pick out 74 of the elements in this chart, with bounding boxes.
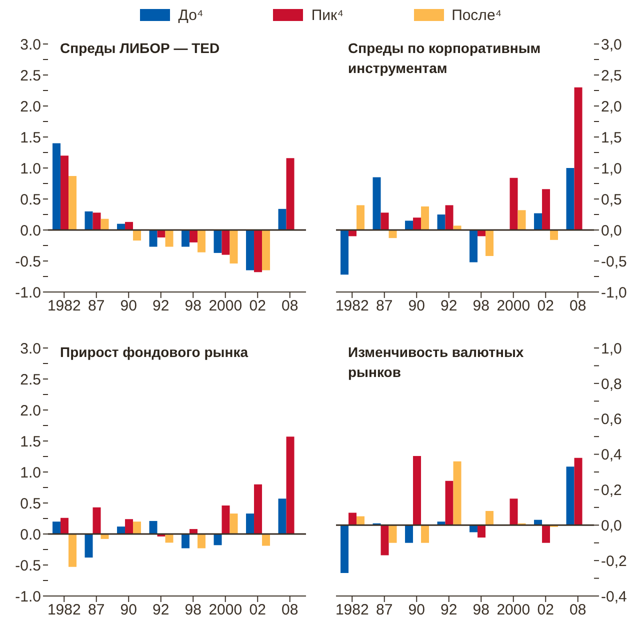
y2-tick-label: 0,8 [601,376,622,393]
y2-tick-label: 0,0 [601,222,622,240]
y-tick-label: -0.5 [15,253,41,270]
y2-tick-label: -0,5 [601,253,627,270]
y2-tick-label: 0,0 [601,517,622,534]
chart-title: Спреды по корпоративным инструментам [348,39,542,78]
x-tick-label: 08 [570,298,586,315]
y2-tick-label: -0,4 [601,588,627,606]
x-tick-label: 90 [408,602,425,617]
x-tick-label: 98 [184,602,202,617]
y-tick-label: -1.0 [15,588,41,606]
legend-label: Пик⁴ [311,6,344,24]
x-tick-label: 98 [184,298,202,315]
y-tick-label: 2.0 [20,98,41,116]
y-tick-label: -0.5 [15,557,41,574]
x-tick-label: 90 [120,298,137,315]
chart-title: Спреды ЛИБОР — TED [60,39,221,58]
chart-title: Прирост фондового рынка [60,343,250,362]
y-tick-label: 0.0 [20,222,41,240]
x-tick-label: 02 [537,602,554,617]
y2-tick-label: -1,0 [601,284,627,302]
y2-tick-label: 0,4 [601,446,622,464]
y-tick-label: 3.0 [20,340,41,358]
y2-tick-label: 1,0 [601,340,622,358]
x-tick-label: 02 [249,602,266,617]
y-tick-label: 0.5 [20,191,41,208]
x-tick-label: 08 [282,298,298,315]
x-tick-label: 1982 [335,602,369,617]
y2-tick-label: 2,0 [601,98,622,116]
x-tick-label: 02 [249,298,266,315]
x-tick-label: 87 [88,298,105,315]
y2-tick-label: -0,2 [601,552,627,570]
x-tick-label: 92 [152,298,170,315]
y2-tick-label: 1,0 [601,160,622,178]
x-tick-label: 90 [120,602,137,617]
y-tick-label: 1.0 [20,464,41,482]
y2-tick-label: 2,5 [601,67,622,84]
x-tick-label: 08 [570,602,586,617]
x-tick-label: 98 [472,602,490,617]
x-tick-label: 92 [440,298,458,315]
x-tick-label: 2000 [496,602,530,617]
x-tick-label: 90 [408,298,425,315]
y-tick-label: 1.5 [20,433,41,450]
x-tick-label: 87 [376,298,393,315]
x-tick-label: 08 [282,602,298,617]
y-tick-label: 1.0 [20,160,41,178]
y2-tick-label: 3,0 [601,36,622,54]
y-tick-label: 0.0 [20,526,41,544]
y2-tick-label: 0,5 [601,191,622,208]
x-tick-label: 92 [440,602,458,617]
y2-tick-label: 0,2 [601,482,622,500]
y-tick-label: -1.0 [15,284,41,302]
x-tick-label: 02 [537,298,554,315]
x-tick-label: 87 [88,602,105,617]
x-tick-label: 98 [472,298,490,315]
y2-tick-label: 1,5 [601,129,622,146]
x-tick-label: 92 [152,602,170,617]
x-tick-label: 1982 [335,298,369,315]
legend-label: После⁴ [452,6,502,24]
x-tick-label: 2000 [208,602,242,617]
x-tick-label: 1982 [47,298,81,315]
x-tick-label: 1982 [47,602,81,617]
x-tick-label: 2000 [208,298,242,315]
y-tick-label: 3.0 [20,36,41,54]
y-tick-label: 2.5 [20,67,41,84]
y-tick-label: 2.5 [20,371,41,388]
y-tick-label: 2.0 [20,402,41,420]
x-tick-label: 87 [376,602,393,617]
legend-label: До⁴ [178,6,204,24]
x-tick-label: 2000 [496,298,530,315]
y2-tick-label: 0,6 [601,411,622,428]
y-tick-label: 0.5 [20,495,41,512]
chart-title: Изменчивость валютных рынков [348,343,525,382]
y-tick-label: 1.5 [20,129,41,146]
